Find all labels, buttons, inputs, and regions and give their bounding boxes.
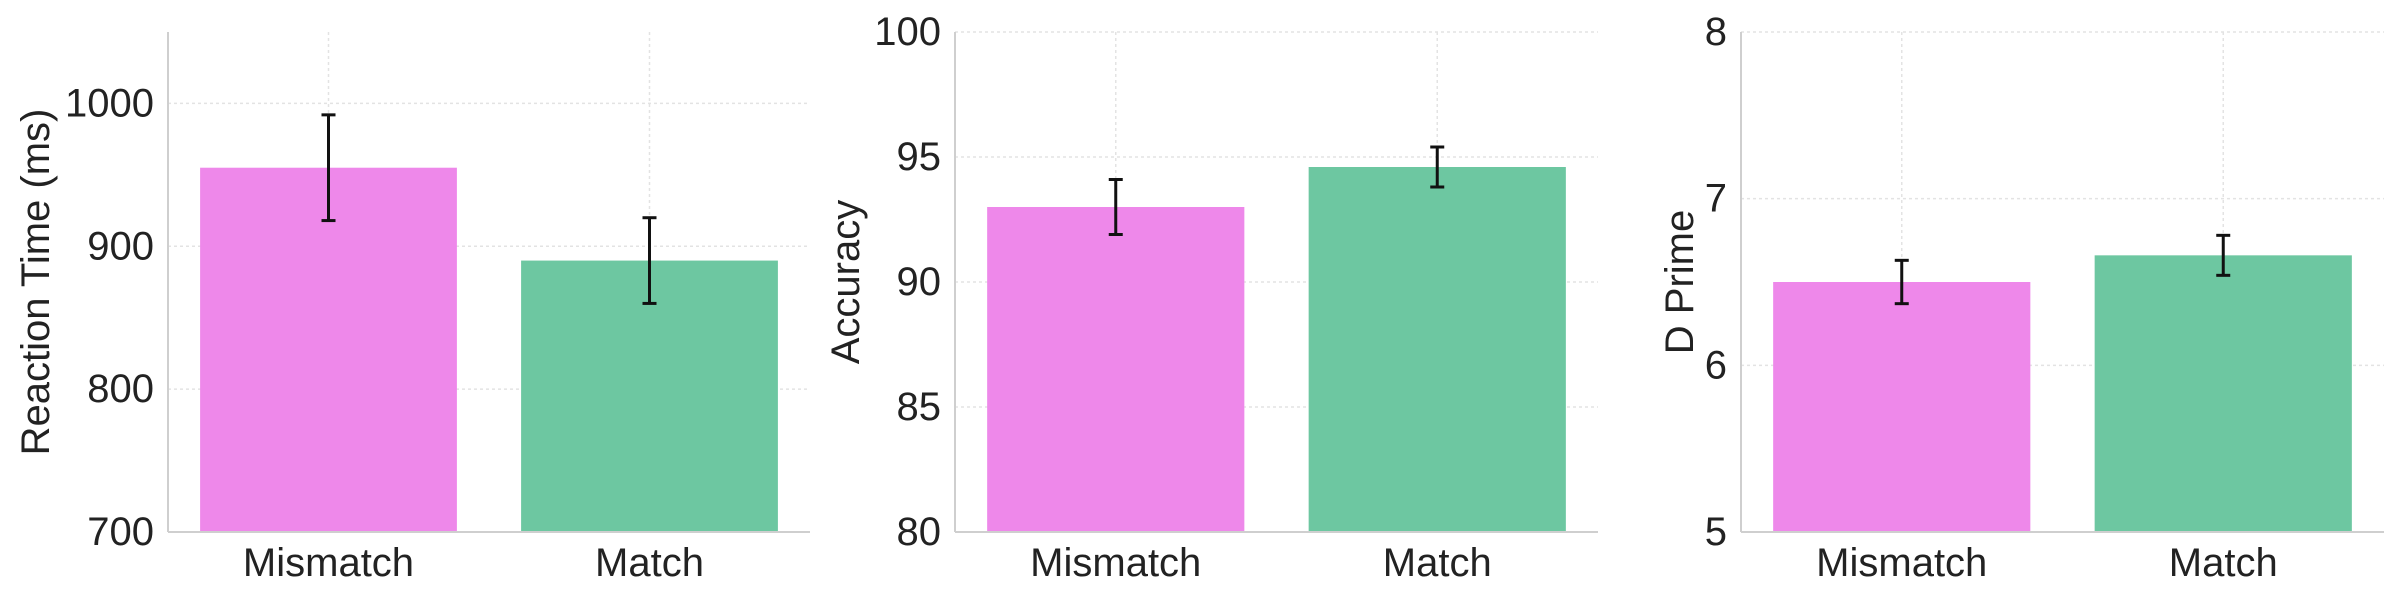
x-tick-label: Match	[595, 541, 704, 585]
bar-mismatch	[200, 167, 457, 532]
x-tick-label: Mismatch	[1030, 541, 1201, 585]
bar-match	[2094, 255, 2352, 533]
y-tick-label: 6	[1705, 343, 1727, 387]
y-axis-label: D Prime	[1658, 210, 1702, 354]
y-tick-label: 8	[1705, 10, 1727, 54]
y-tick-label: 7	[1705, 177, 1727, 221]
bar-match	[521, 260, 778, 532]
bar-match	[1308, 167, 1566, 532]
bar-mismatch	[1773, 282, 2031, 532]
y-tick-label: 80	[897, 510, 942, 554]
y-tick-label: 900	[87, 224, 154, 268]
bar-mismatch	[987, 207, 1245, 532]
x-tick-label: Mismatch	[1816, 541, 1987, 585]
y-tick-label: 90	[897, 260, 942, 304]
y-axis-label: Reaction Time (ms)	[14, 109, 58, 456]
y-tick-label: 95	[897, 135, 942, 179]
y-tick-label: 5	[1705, 510, 1727, 554]
y-tick-label: 100	[874, 10, 941, 54]
y-tick-label: 800	[87, 367, 154, 411]
y-tick-label: 700	[87, 510, 154, 554]
y-axis-label: Accuracy	[824, 200, 868, 365]
x-tick-label: Match	[1383, 541, 1492, 585]
x-tick-label: Match	[2169, 541, 2278, 585]
y-tick-label: 1000	[65, 81, 154, 125]
x-tick-label: Mismatch	[243, 541, 414, 585]
y-tick-label: 85	[897, 385, 942, 429]
